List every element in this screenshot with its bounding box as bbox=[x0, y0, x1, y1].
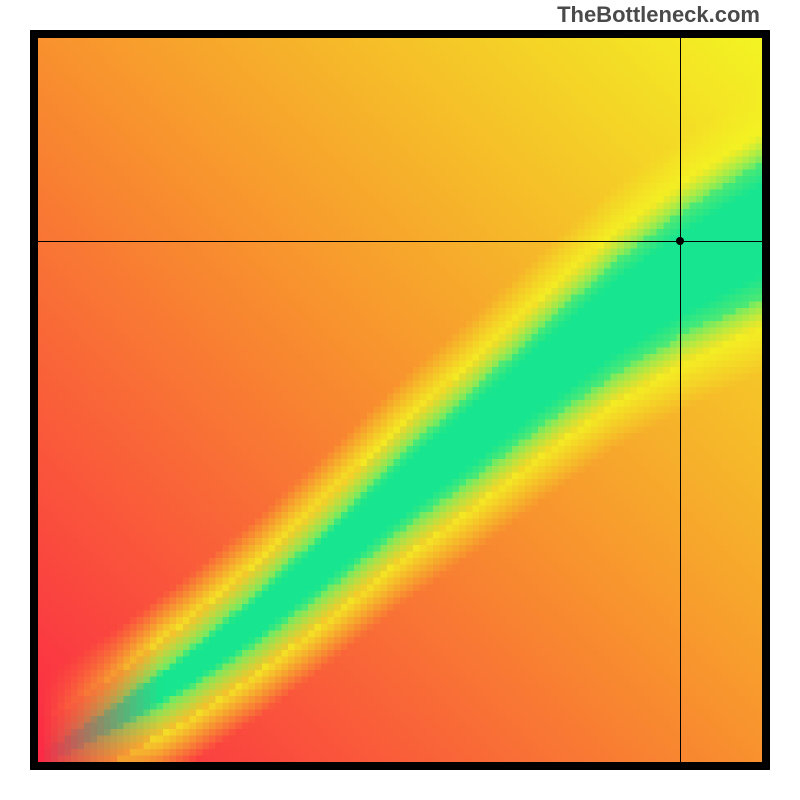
heatmap-canvas bbox=[38, 38, 762, 762]
crosshair-vertical bbox=[680, 38, 681, 762]
chart-frame bbox=[30, 30, 770, 770]
crosshair-marker bbox=[676, 237, 684, 245]
watermark-text: TheBottleneck.com bbox=[557, 2, 760, 28]
crosshair-horizontal bbox=[38, 241, 762, 242]
heatmap-plot bbox=[38, 38, 762, 762]
